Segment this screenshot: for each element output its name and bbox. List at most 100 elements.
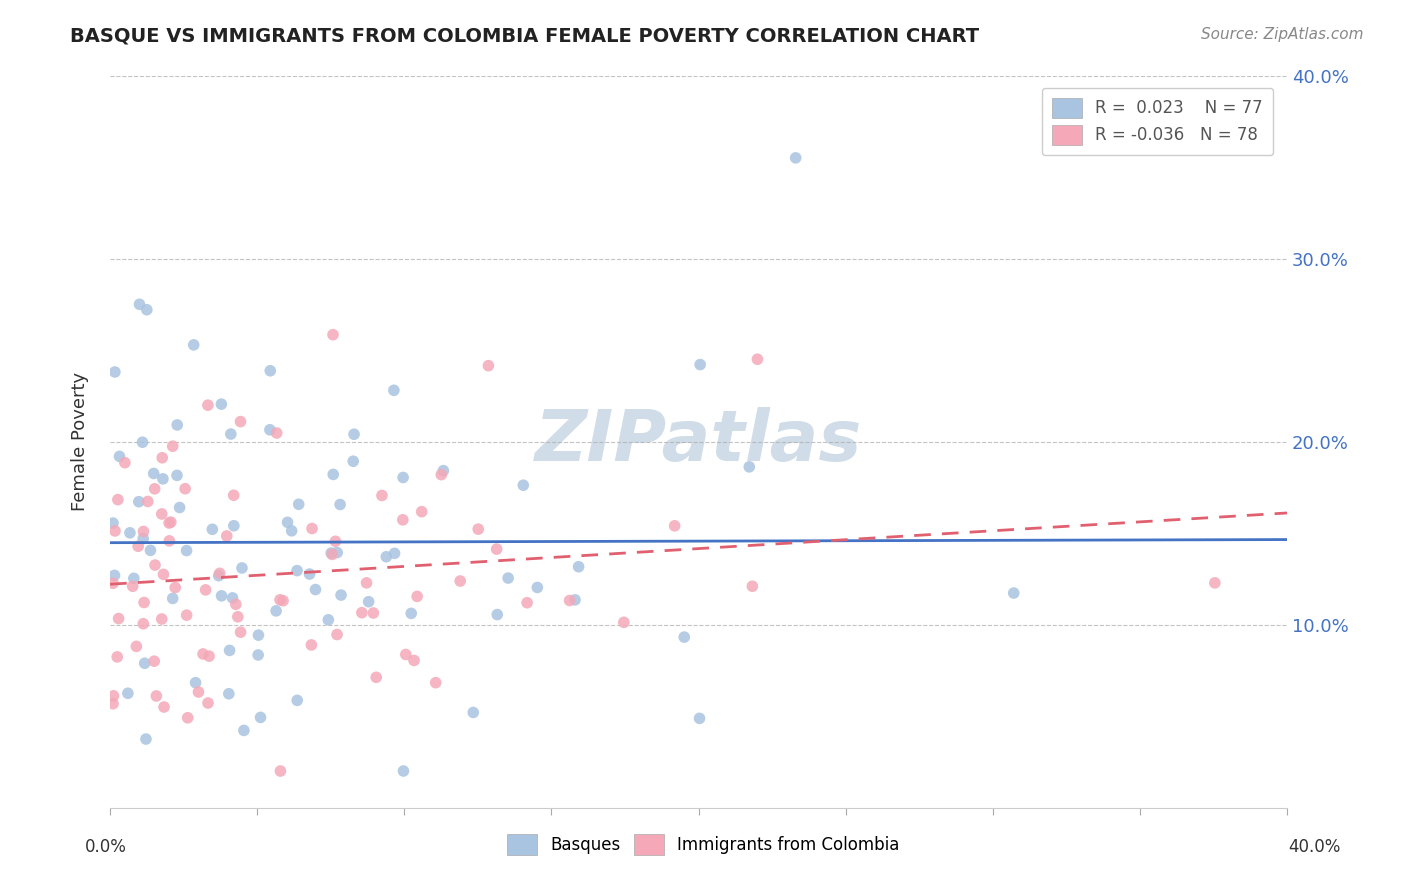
Point [128,297,150,311]
Point [321,547,343,561]
Legend: Basques, Immigrants from Colombia: Basques, Immigrants from Colombia [501,828,905,862]
Point [486,607,509,622]
Point [108,450,131,464]
Point [197,398,219,412]
Point [152,567,174,582]
Point [363,606,385,620]
Point [326,545,349,559]
Point [114,456,136,470]
Point [153,700,176,714]
Point [392,470,415,484]
Point [399,607,422,621]
Point [222,488,245,502]
Point [382,384,405,398]
Point [259,423,281,437]
Point [425,675,447,690]
Point [299,638,322,652]
Point [449,574,471,588]
Point [229,415,252,429]
Point [689,358,711,372]
Point [139,543,162,558]
Point [135,302,157,317]
Point [150,450,173,465]
Point [209,397,232,411]
Point [211,589,233,603]
Point [375,549,398,564]
Point [132,532,155,546]
Point [329,498,352,512]
Point [208,566,231,581]
Point [187,685,209,699]
Point [485,542,508,557]
Point [269,764,291,778]
Point [143,654,166,668]
Point [128,494,150,508]
Point [101,516,124,530]
Point [232,723,254,738]
Point [269,592,291,607]
Point [1002,586,1025,600]
Point [330,588,353,602]
Point [304,582,326,597]
Point [107,611,129,625]
Point [162,439,184,453]
Point [169,500,191,515]
Point [166,468,188,483]
Point [266,425,288,440]
Point [342,454,364,468]
Point [176,543,198,558]
Point [322,327,344,342]
Point [395,648,418,662]
Point [747,352,769,367]
Point [218,687,240,701]
Point [152,472,174,486]
Point [741,579,763,593]
Point [219,427,242,442]
Point [247,628,270,642]
Point [411,505,433,519]
Point [350,606,373,620]
Point [107,492,129,507]
Point [177,711,200,725]
Point [226,609,249,624]
Point [285,693,308,707]
Point [432,464,454,478]
Point [463,706,485,720]
Point [105,649,128,664]
Point [221,591,243,605]
Point [208,568,231,582]
Point [198,649,221,664]
Point [326,627,349,641]
Point [271,593,294,607]
Point [366,670,388,684]
Point [150,612,173,626]
Text: Source: ZipAtlas.com: Source: ZipAtlas.com [1201,27,1364,42]
Y-axis label: Female Poverty: Female Poverty [72,372,89,511]
Point [356,575,378,590]
Point [526,581,548,595]
Point [392,764,415,778]
Point [673,630,696,644]
Point [301,522,323,536]
Point [664,518,686,533]
Point [127,539,149,553]
Point [197,696,219,710]
Point [222,518,245,533]
Point [143,558,166,573]
Point [142,467,165,481]
Point [183,338,205,352]
Point [143,482,166,496]
Point [218,643,240,657]
Point [122,571,145,585]
Point [613,615,636,630]
Point [689,711,711,725]
Point [285,564,308,578]
Point [103,689,125,703]
Point [558,593,581,607]
Point [174,482,197,496]
Point [215,529,238,543]
Point [162,591,184,606]
Point [176,608,198,623]
Point [184,675,207,690]
Point [157,533,180,548]
